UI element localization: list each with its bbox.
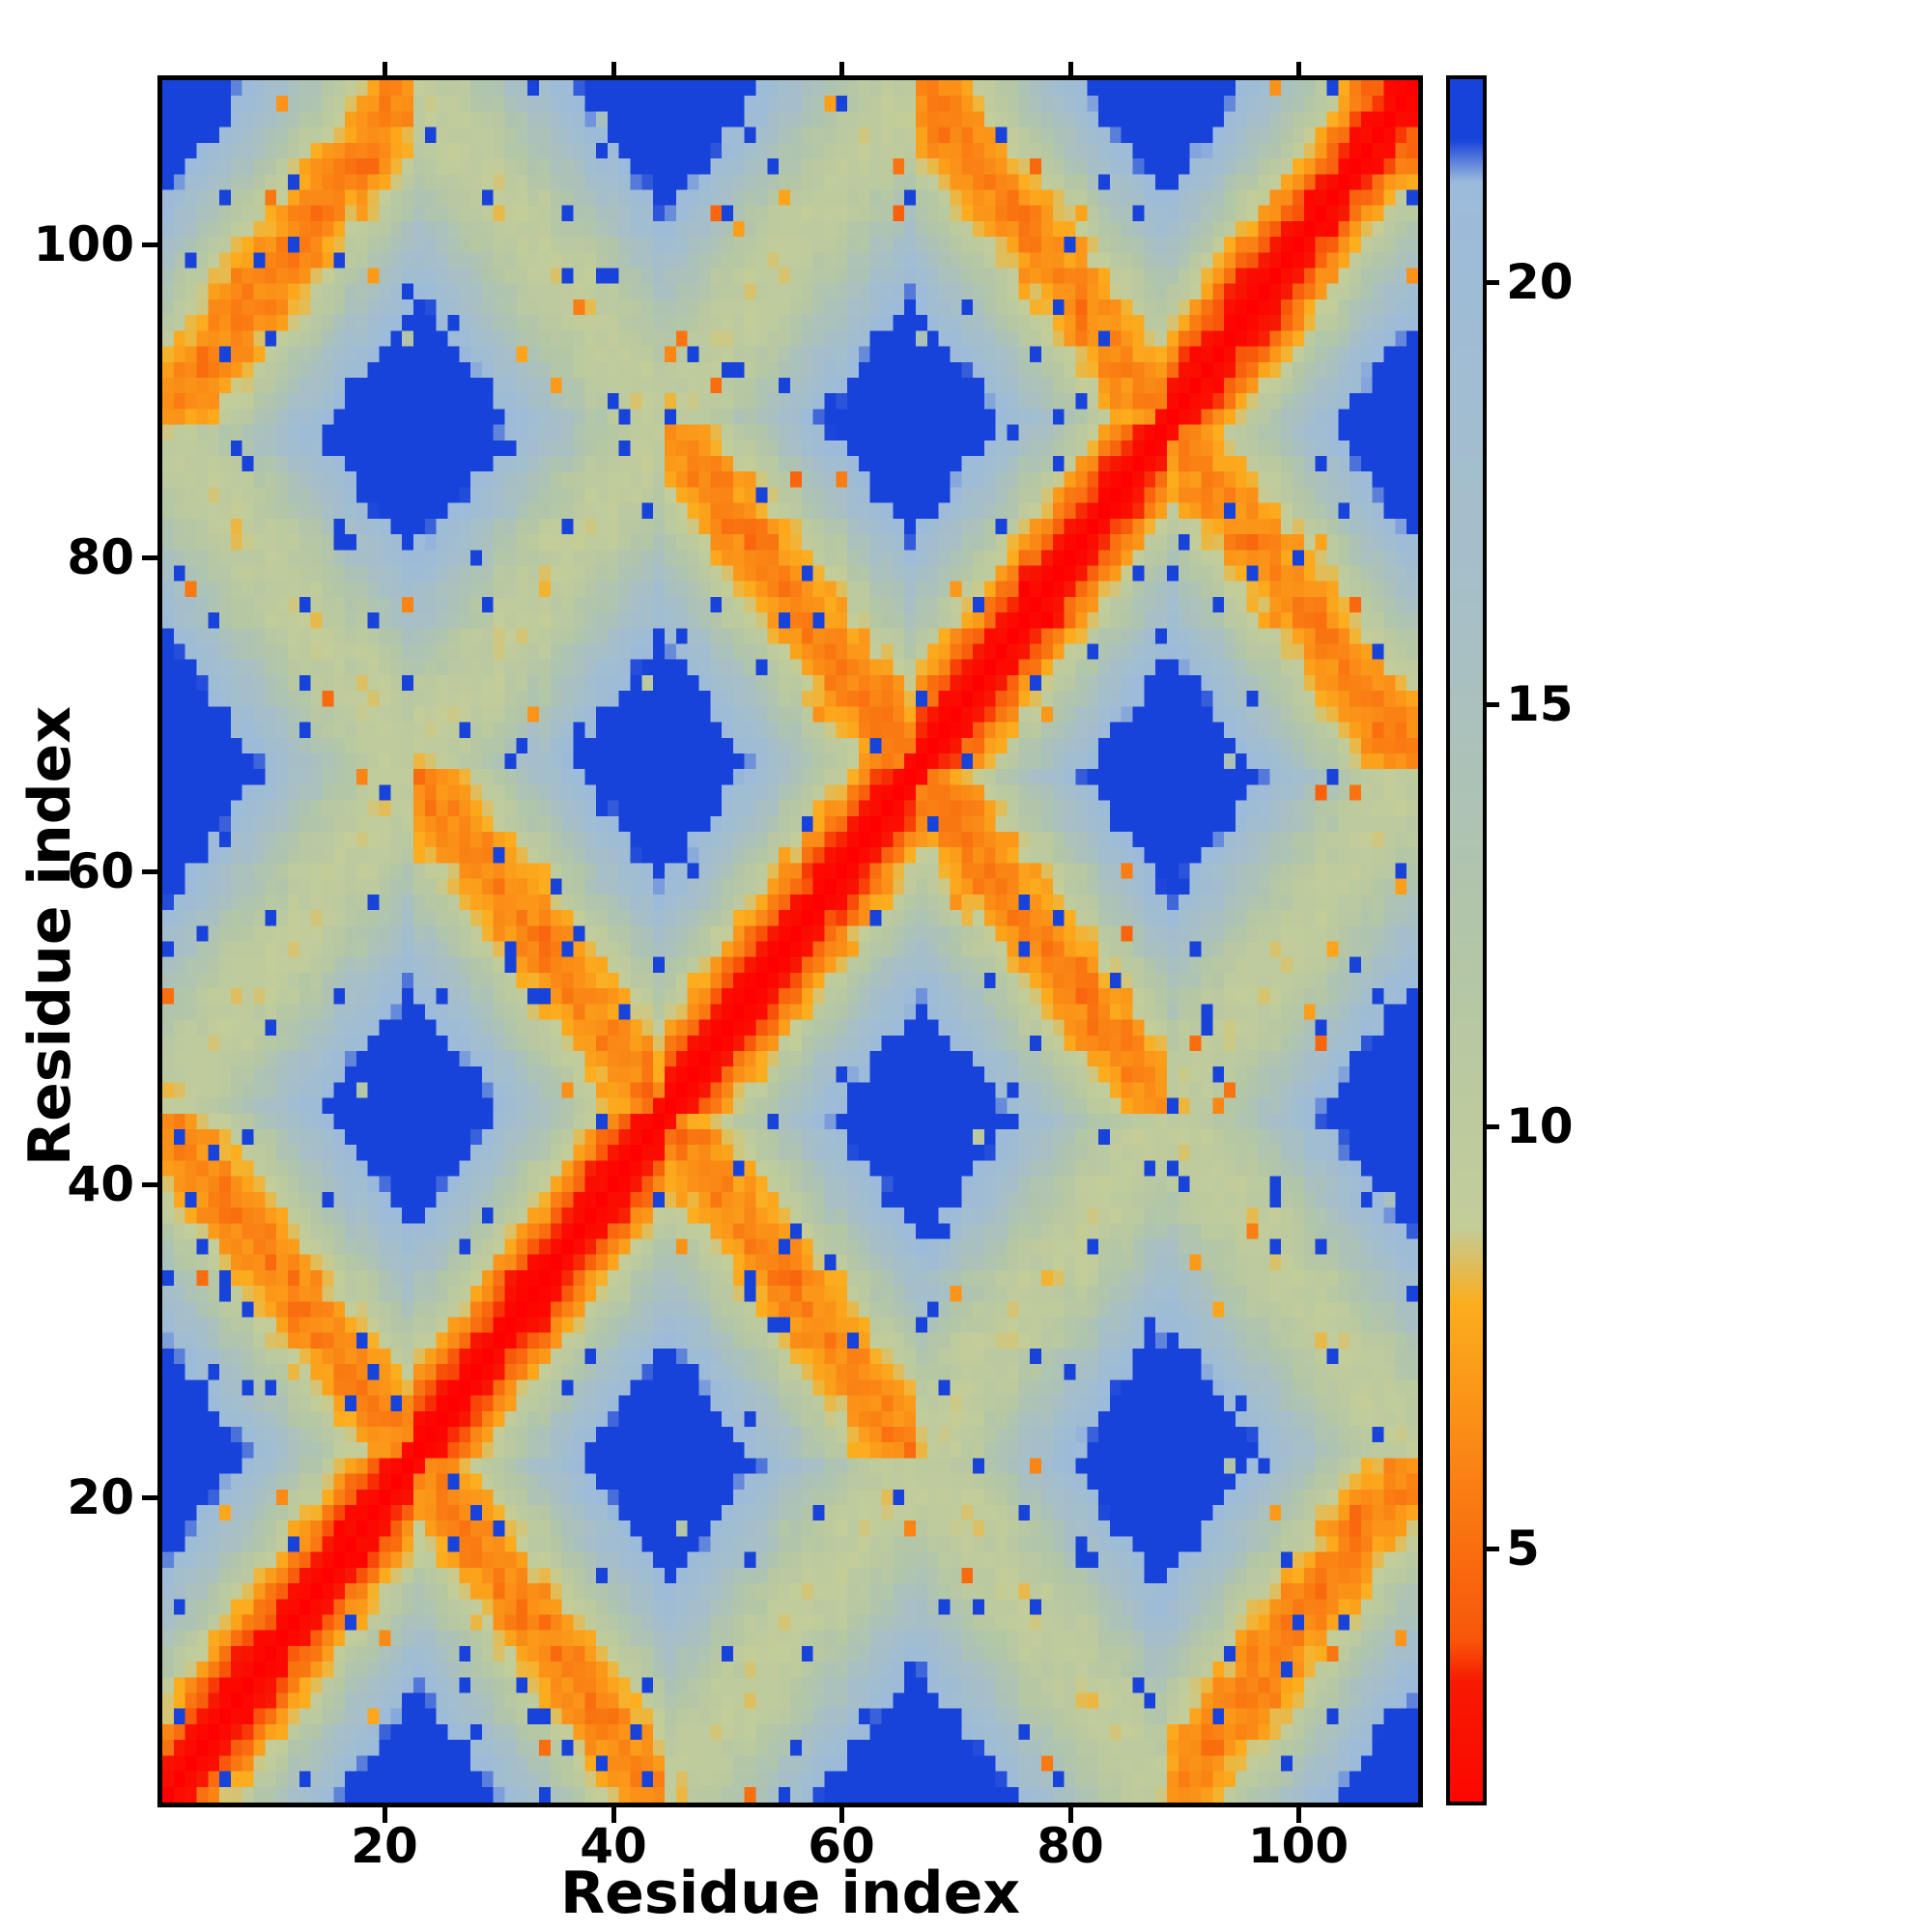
- y-tick-label: 60: [67, 843, 134, 899]
- x-tick-mark-top: [611, 62, 616, 75]
- y-axis-title: Residue index: [16, 705, 84, 1167]
- colorbar-gradient: [1450, 79, 1483, 1802]
- colorbar-tick-label: 5: [1506, 1520, 1540, 1577]
- colorbar-tick-label: 10: [1506, 1098, 1574, 1154]
- x-tick-mark-top: [1068, 62, 1073, 75]
- plot-frame: [157, 75, 1423, 1807]
- y-tick-mark: [142, 869, 157, 874]
- x-tick-mark: [383, 1807, 387, 1823]
- y-tick-mark: [142, 242, 157, 247]
- y-tick-mark: [142, 555, 157, 560]
- y-tick-label: 100: [33, 216, 134, 272]
- x-tick-mark: [839, 1807, 844, 1823]
- x-tick-label: 80: [1037, 1818, 1104, 1874]
- colorbar: [1446, 75, 1487, 1805]
- y-tick-mark: [142, 1495, 157, 1500]
- colorbar-tick-label: 15: [1506, 676, 1574, 732]
- colorbar-tick-label: 20: [1506, 254, 1574, 310]
- x-tick-mark: [1068, 1807, 1073, 1823]
- x-tick-label: 20: [351, 1818, 418, 1874]
- x-tick-mark-top: [1296, 62, 1301, 75]
- x-tick-mark-top: [839, 62, 844, 75]
- x-tick-label: 100: [1247, 1818, 1350, 1874]
- y-tick-label: 40: [67, 1156, 134, 1212]
- colorbar-tick-mark: [1487, 702, 1499, 707]
- y-tick-label: 80: [67, 529, 134, 585]
- heatmap-canvas: [162, 80, 1418, 1803]
- y-tick-label: 20: [67, 1469, 134, 1525]
- x-tick-mark: [611, 1807, 616, 1823]
- x-axis-title: Residue index: [559, 1860, 1021, 1927]
- x-tick-mark-top: [383, 62, 387, 75]
- x-tick-mark: [1296, 1807, 1301, 1823]
- y-tick-mark: [142, 1182, 157, 1187]
- colorbar-tick-mark: [1487, 1547, 1499, 1551]
- colorbar-tick-mark: [1487, 1124, 1499, 1129]
- x-tick-label: 40: [580, 1818, 647, 1874]
- x-tick-label: 60: [808, 1818, 875, 1874]
- colorbar-tick-mark: [1487, 280, 1499, 285]
